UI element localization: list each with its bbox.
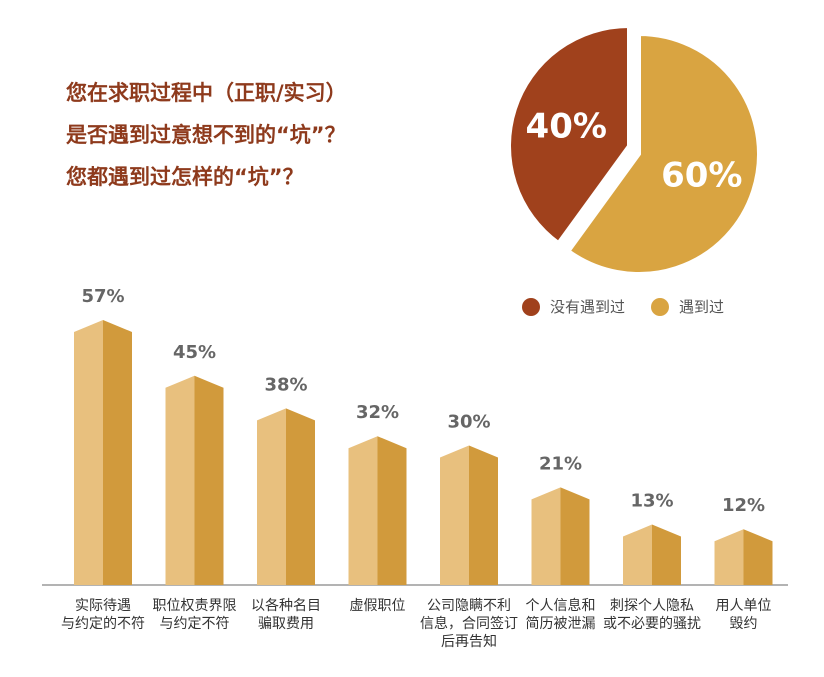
bar: [257, 408, 315, 585]
legend-label-no: 没有遇到过: [550, 298, 626, 316]
bar-value-label: 57%: [81, 286, 124, 307]
bar-face-light: [531, 487, 561, 585]
bar-face-light: [714, 529, 744, 585]
chart-title: 您在求职过程中（正职/实习） 是否遇到过意想不到的“坑”？ 您都遇到过怎样的“坑…: [66, 72, 347, 198]
bar-value-label: 32%: [356, 402, 399, 423]
bar-category-label-line: 与约定的不符: [61, 616, 145, 632]
bar-value-label: 21%: [539, 453, 582, 474]
bar-category-label-line: 骗取费用: [258, 616, 314, 632]
pie-chart: 40% 60%: [507, 23, 761, 276]
pie-slice-no: [507, 23, 631, 246]
bar: [440, 445, 498, 585]
bar-value-label: 12%: [722, 495, 765, 516]
bar-face-dark: [560, 487, 590, 585]
bar-face-light: [74, 320, 103, 585]
bar-face-dark: [652, 524, 681, 585]
bar: [348, 436, 407, 585]
bar-category-label-line: 虚假职位: [349, 598, 406, 614]
pie-label-no: 40%: [526, 107, 607, 147]
bar-face-dark: [286, 408, 315, 585]
bar-category-label-line: 后再告知: [441, 634, 497, 650]
bar-category-label: 公司隐瞒不利 信息，合同签订 后再告知: [414, 597, 524, 651]
legend-swatch-no: [522, 297, 540, 316]
bar-face-dark: [377, 436, 407, 585]
bar-value-label: 13%: [630, 491, 673, 512]
bar-value-label: 30%: [447, 412, 490, 433]
bar-face-light: [440, 445, 469, 585]
bar-category-label: 用人单位 毁约: [689, 597, 799, 633]
legend-swatch-yes: [651, 297, 670, 316]
pie-legend: 没有遇到过 遇到过: [522, 296, 750, 317]
bar-face-light: [257, 408, 286, 585]
bar-face-dark: [469, 445, 498, 585]
bar-category-label: 实际待遇与约定的不符: [48, 597, 158, 633]
bar-category-label-line: 毁约: [729, 616, 758, 632]
bar: [714, 529, 773, 585]
bar-value-label: 45%: [173, 342, 216, 363]
legend-label-yes: 遇到过: [679, 298, 725, 316]
pie-slice-yes: [565, 31, 761, 276]
bar-category-label-line: 职位权责界限: [152, 598, 237, 614]
bar-face-dark: [743, 529, 773, 585]
bar-category-label-line: 实际待遇: [75, 598, 131, 614]
bar-category-label-line: 个人信息和: [525, 598, 596, 614]
bar-category-label-line: 用人单位: [715, 598, 772, 614]
bar-value-label: 38%: [264, 374, 307, 395]
bar: [74, 320, 132, 585]
bar: [165, 375, 224, 585]
pie-label-yes: 60%: [661, 155, 742, 195]
title-line-2: 是否遇到过意想不到的“坑”？: [66, 123, 346, 147]
legend-item-no: 没有遇到过: [522, 296, 625, 317]
bar-category-label-line: 或不必要的骚扰: [603, 616, 701, 632]
bar-category-label-line: 与约定不符: [159, 616, 230, 632]
bar-category-label: 以各种名目 骗取费用: [231, 597, 341, 633]
legend-item-yes: 遇到过: [651, 296, 724, 317]
bar-category-label-line: 公司隐瞒不利: [427, 598, 511, 614]
bar-face-dark: [103, 320, 132, 585]
bar: [531, 487, 590, 585]
bar-category-label-line: 以各种名目: [251, 598, 321, 614]
bar-category-label: 职位权责界限 与约定不符: [140, 597, 250, 633]
bar-category-label: 刺探个人隐私 或不必要的骚扰: [597, 597, 707, 633]
bar-face-light: [165, 375, 195, 585]
bar-face-light: [623, 524, 652, 585]
bar-category-label-line: 信息，合同签订: [420, 616, 518, 632]
title-line-1: 您在求职过程中（正职/实习）: [66, 81, 347, 105]
bar-category-label: 虚假职位: [323, 597, 433, 615]
bar: [623, 524, 681, 585]
bar-category-label-line: 简历被泄漏: [525, 616, 596, 632]
bar-category-label: 个人信息和简历被泄漏: [506, 597, 616, 633]
bar-face-light: [348, 436, 378, 585]
bar-face-dark: [194, 375, 224, 585]
title-line-3: 您都遇到过怎样的“坑”？: [66, 165, 304, 189]
bar-category-label-line: 刺探个人隐私: [610, 598, 694, 614]
